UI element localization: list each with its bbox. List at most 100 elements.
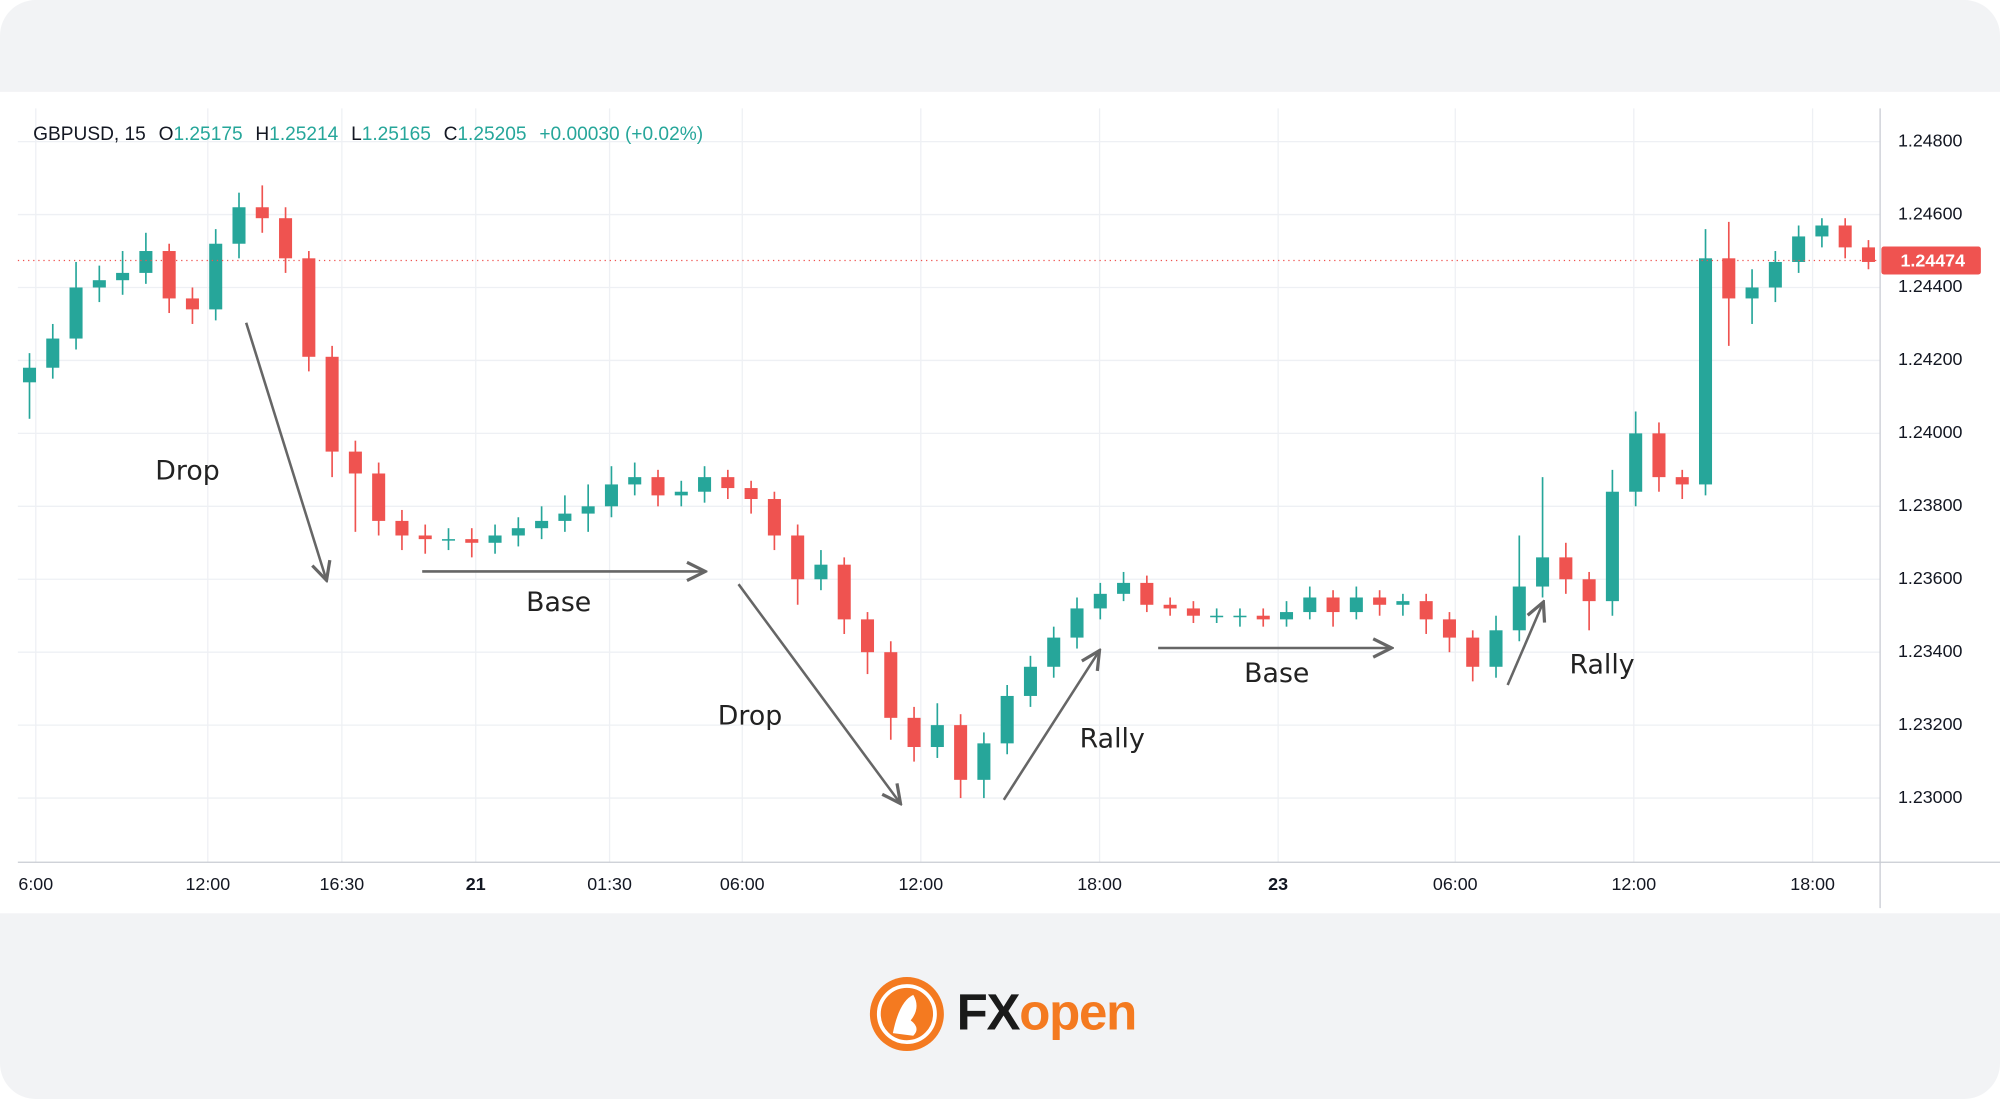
candle-body <box>977 743 991 780</box>
candle-body <box>1396 601 1410 605</box>
candle-body <box>1652 433 1666 478</box>
candle-body <box>674 491 688 496</box>
candle-body <box>628 477 642 485</box>
ohlc-key: C <box>444 124 458 145</box>
logo-open: open <box>1019 984 1136 1041</box>
change: +0.00030 (+0.02%) <box>539 124 703 145</box>
candle-body <box>255 207 269 219</box>
y-tick-label: 1.24200 <box>1898 349 1963 369</box>
candle-body <box>162 251 176 299</box>
candle-body <box>69 287 83 339</box>
candle-body <box>791 535 805 580</box>
annotation: Drop <box>155 455 219 486</box>
x-tick-label: 18:00 <box>1790 874 1835 894</box>
x-tick-label: 12:00 <box>1611 874 1656 894</box>
candle-body <box>302 258 316 357</box>
candle-body <box>767 499 781 536</box>
candles <box>22 185 1875 799</box>
candle-body <box>1582 579 1596 602</box>
candle-body <box>488 535 502 543</box>
candle-body <box>1303 597 1317 613</box>
y-tick-label: 1.24600 <box>1898 203 1963 223</box>
candle-body <box>1349 597 1363 613</box>
ohlc-key: L <box>351 124 362 145</box>
symbol: GBPUSD, 15 <box>33 124 146 145</box>
annotations: Drop Base Drop Rally Base Rally <box>155 322 1635 804</box>
candle-body <box>884 652 898 718</box>
candle-body <box>581 506 595 514</box>
candle-body <box>1186 608 1200 616</box>
candle-body <box>209 243 223 310</box>
candle-body <box>1373 597 1387 605</box>
candle-body <box>116 272 130 281</box>
candle-body <box>1279 612 1294 620</box>
candle-body <box>395 520 409 536</box>
candle-body <box>1536 557 1550 587</box>
candle-body <box>465 539 479 543</box>
grid <box>17 108 1881 863</box>
candle-body <box>1256 615 1270 620</box>
candle-body <box>418 535 432 540</box>
candle-body <box>721 477 735 489</box>
ohlc-value: 1.25205 <box>457 124 526 145</box>
candle-body <box>1442 619 1456 638</box>
arrow <box>1506 602 1544 686</box>
logo-icon-ring <box>876 984 937 1045</box>
candle-body <box>92 280 106 288</box>
x-tick-label: 12:00 <box>185 874 230 894</box>
chart-header: GBPUSD, 15 O1.25175 H1.25214 L1.25165 C1.252… <box>33 124 703 145</box>
x-tick-label: 6:00 <box>18 874 53 894</box>
candle-body <box>1489 630 1503 667</box>
candle-body <box>1768 261 1782 288</box>
x-tick-label: 06:00 <box>720 874 765 894</box>
candle-body <box>1792 236 1806 262</box>
last-price-box <box>1881 246 1981 275</box>
candle-body <box>1000 695 1014 744</box>
candle-body <box>46 338 60 368</box>
candle-body <box>1140 582 1154 605</box>
candle-body <box>1163 604 1177 609</box>
candle-body <box>1629 433 1643 492</box>
y-tick-label: 1.23200 <box>1898 714 1963 734</box>
annotation: Rally <box>1080 723 1145 754</box>
annotation: Base <box>526 587 591 618</box>
candle-body <box>535 520 549 529</box>
candle-body <box>1210 615 1224 618</box>
x-tick-label: 23 <box>1268 874 1288 894</box>
candle-body <box>348 451 362 474</box>
candle-body <box>604 484 618 507</box>
y-tick-label: 1.24400 <box>1898 276 1963 296</box>
candle-body <box>1512 586 1526 631</box>
annotation: Drop <box>718 700 782 731</box>
candle-body <box>558 513 572 521</box>
y-tick-label: 1.23000 <box>1898 787 1963 807</box>
candle-body <box>1070 608 1084 638</box>
candle-body <box>511 528 525 536</box>
candle-body <box>1093 593 1107 609</box>
candle-body <box>1698 258 1713 485</box>
x-tick-label: 06:00 <box>1433 874 1478 894</box>
candle-body <box>22 367 37 383</box>
annotation: Rally <box>1569 649 1634 680</box>
candle-body <box>930 725 944 748</box>
candle-body <box>139 251 153 273</box>
logo-text: FXopen <box>957 984 1136 1041</box>
ohlc-key: O <box>159 124 174 145</box>
ohlc-value: 1.25165 <box>362 124 431 145</box>
candle-body <box>814 564 828 580</box>
candle-body <box>325 356 339 452</box>
candle-body <box>651 477 665 496</box>
candle-body <box>1023 666 1037 696</box>
candle-body <box>185 298 199 310</box>
candle-body <box>1233 615 1247 618</box>
candle-body <box>954 725 968 780</box>
candle-body <box>837 564 851 620</box>
logo: FXopen <box>869 977 1137 1052</box>
candle-body <box>1047 637 1061 667</box>
x-tick-label: 18:00 <box>1077 874 1122 894</box>
arrow <box>737 583 901 803</box>
y-tick-label: 1.24800 <box>1898 130 1963 150</box>
candle-body <box>1559 557 1573 580</box>
